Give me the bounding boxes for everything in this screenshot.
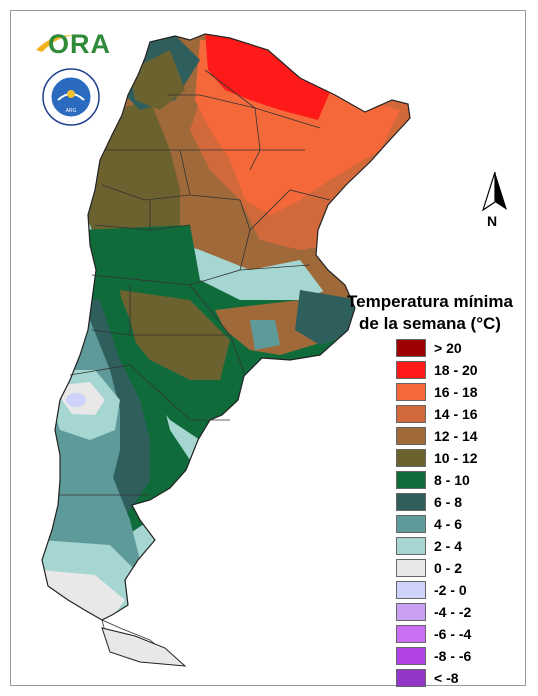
legend-item: 12 - 14 — [396, 425, 526, 447]
smn-seal-icon: ARG — [42, 68, 100, 126]
legend-swatch — [396, 383, 426, 401]
legend-swatch — [396, 427, 426, 445]
legend-item: -6 - -4 — [396, 623, 526, 645]
legend-item: 4 - 6 — [396, 513, 526, 535]
legend-swatch — [396, 515, 426, 533]
legend-label: 18 - 20 — [434, 362, 478, 378]
argentina-outline — [41, 33, 411, 621]
legend-label: < -8 — [434, 670, 459, 686]
north-arrow-icon — [481, 171, 507, 212]
legend-label: -8 - -6 — [434, 648, 472, 664]
legend-swatch — [396, 339, 426, 357]
legend-item: -4 - -2 — [396, 601, 526, 623]
ora-logo-text: ORA — [48, 29, 111, 59]
ora-logo-icon — [36, 35, 76, 52]
legend-label: 14 - 16 — [434, 406, 478, 422]
legend-item: 10 - 12 — [396, 447, 526, 469]
temperature-legend: > 20 18 - 20 16 - 18 14 - 16 12 - 14 10 - 12 8… — [396, 337, 526, 689]
legend-label: 6 - 8 — [434, 494, 463, 510]
svg-text:ARG: ARG — [66, 108, 77, 114]
legend-item: 14 - 16 — [396, 403, 526, 425]
tierra-del-fuego — [101, 627, 187, 667]
legend-label: 10 - 12 — [434, 450, 478, 466]
legend-item: 6 - 8 — [396, 491, 526, 513]
legend-swatch — [396, 647, 426, 665]
legend-swatch — [396, 405, 426, 423]
legend-title-line1: Temperatura mínima — [347, 292, 513, 311]
legend-item: 8 - 10 — [396, 469, 526, 491]
legend-label: 8 - 10 — [434, 472, 470, 488]
north-label: N — [487, 213, 498, 229]
legend-label: -6 - -4 — [434, 626, 472, 642]
legend-label: -4 - -2 — [434, 604, 472, 620]
legend-swatch — [396, 625, 426, 643]
legend-label: 0 - 2 — [434, 560, 463, 576]
legend-item: 2 - 4 — [396, 535, 526, 557]
legend-item: < -8 — [396, 667, 526, 689]
legend-title: Temperatura mínima de la semana (°C) — [330, 291, 530, 335]
legend-swatch — [396, 559, 426, 577]
legend-item: 0 - 2 — [396, 557, 526, 579]
legend-swatch — [396, 581, 426, 599]
legend-label: 4 - 6 — [434, 516, 463, 532]
legend-swatch — [396, 361, 426, 379]
legend-item: > 20 — [396, 337, 526, 359]
legend-label: 12 - 14 — [434, 428, 478, 444]
legend-item: -2 - 0 — [396, 579, 526, 601]
legend-swatch — [396, 471, 426, 489]
province-borders — [58, 69, 331, 666]
legend-swatch — [396, 493, 426, 511]
legend-swatch — [396, 537, 426, 555]
legend-label: > 20 — [434, 340, 462, 356]
legend-label: -2 - 0 — [434, 582, 467, 598]
legend-swatch — [396, 449, 426, 467]
legend-title-line2: de la semana (°C) — [359, 314, 501, 333]
legend-label: 16 - 18 — [434, 384, 478, 400]
legend-label: 2 - 4 — [434, 538, 463, 554]
legend-item: -8 - -6 — [396, 645, 526, 667]
legend-item: 18 - 20 — [396, 359, 526, 381]
legend-item: 16 - 18 — [396, 381, 526, 403]
legend-swatch — [396, 603, 426, 621]
legend-swatch — [396, 669, 426, 687]
